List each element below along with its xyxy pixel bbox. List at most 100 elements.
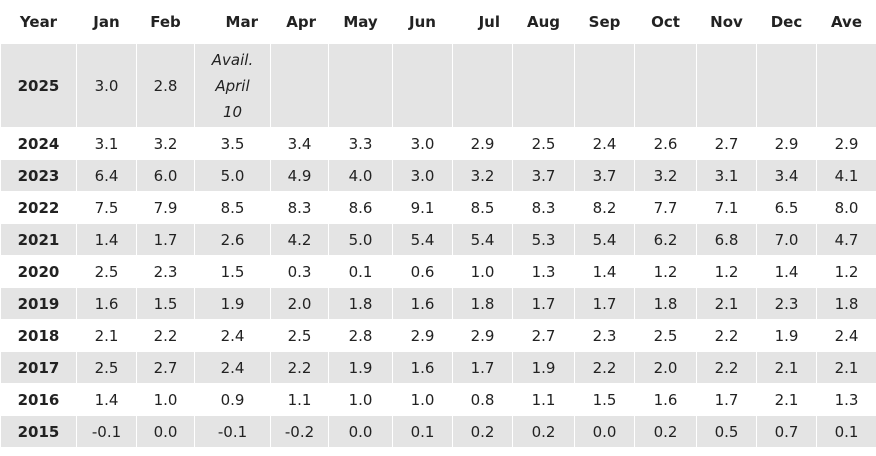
value-cell: 1.1 [512,383,575,416]
value-cell: 3.1 [696,159,757,192]
availability-note-line: 10 [222,102,243,121]
value-cell: 2.2 [270,351,329,384]
value-cell: 4.1 [816,159,876,192]
availability-note-line: April [215,76,250,95]
value-cell [452,43,513,128]
value-cell: 3.2 [634,159,697,192]
value-cell: 5.0 [328,223,393,256]
value-cell: 0.6 [392,255,453,288]
column-header-aug: Aug [512,0,575,44]
value-cell: 3.2 [452,159,513,192]
value-cell: 0.1 [328,255,393,288]
value-cell: 2.1 [696,287,757,320]
value-cell: 1.4 [76,383,137,416]
value-cell: 1.4 [76,223,137,256]
column-header-ave: Ave [816,0,876,44]
value-cell: 2.0 [634,351,697,384]
value-cell: 0.3 [270,255,329,288]
value-cell: 5.4 [574,223,635,256]
value-cell: 1.5 [194,255,271,288]
value-cell: 1.7 [512,287,575,320]
value-cell: 1.0 [136,383,195,416]
value-cell: 3.0 [392,159,453,192]
value-cell: 1.2 [816,255,876,288]
column-header-mar: Mar [194,0,271,44]
value-cell: 2.3 [756,287,817,320]
value-cell: 2.4 [574,127,635,160]
year-cell: 2023 [0,159,77,192]
year-cell: 2024 [0,127,77,160]
value-cell: 5.3 [512,223,575,256]
value-cell: 4.7 [816,223,876,256]
year-cell: 2020 [0,255,77,288]
value-cell: 7.7 [634,191,697,224]
column-header-may: May [328,0,393,44]
value-cell: 2.9 [452,127,513,160]
value-cell: 1.7 [696,383,757,416]
value-cell: 2.7 [136,351,195,384]
value-cell: 0.0 [574,415,635,448]
value-cell: 6.8 [696,223,757,256]
value-cell: 2.0 [270,287,329,320]
value-cell: 1.8 [634,287,697,320]
value-cell: 0.1 [816,415,876,448]
year-cell: 2025 [0,43,77,128]
value-cell: 2.6 [194,223,271,256]
value-cell: 4.2 [270,223,329,256]
value-cell: 0.2 [512,415,575,448]
value-cell: 3.5 [194,127,271,160]
value-cell [512,43,575,128]
value-cell: 3.2 [136,127,195,160]
value-cell: 2.8 [136,43,195,128]
value-cell: 1.7 [136,223,195,256]
value-cell [270,43,329,128]
value-cell [392,43,453,128]
value-cell: 6.4 [76,159,137,192]
value-cell: 3.3 [328,127,393,160]
value-cell: 0.2 [634,415,697,448]
value-cell: 9.1 [392,191,453,224]
value-cell: 2.6 [634,127,697,160]
value-cell: 8.0 [816,191,876,224]
value-cell: 7.9 [136,191,195,224]
value-cell: 2.4 [816,319,876,352]
value-cell: 2.1 [756,383,817,416]
table-row: 2023 6.4 6.0 5.0 4.9 4.0 3.0 3.2 3.7 3.7 3.2 3.1 3.4… [0,159,876,192]
value-cell: 2.9 [392,319,453,352]
value-cell [634,43,697,128]
value-cell: 2.9 [816,127,876,160]
value-cell: 2.7 [696,127,757,160]
value-cell: 1.9 [328,351,393,384]
value-cell: 5.4 [392,223,453,256]
table-row: 2022 7.5 7.9 8.5 8.3 8.6 9.1 8.5 8.3 8.2 7.7 7.1 6.5… [0,191,876,224]
value-cell: 3.4 [270,127,329,160]
value-cell: 1.9 [756,319,817,352]
value-cell: -0.1 [194,415,271,448]
value-cell: 2.1 [816,351,876,384]
value-cell: 2.1 [756,351,817,384]
value-cell [328,43,393,128]
value-cell: 2.8 [328,319,393,352]
value-cell: -0.2 [270,415,329,448]
value-cell: 2.4 [194,351,271,384]
column-header-jan: Jan [76,0,137,44]
value-cell: 1.0 [392,383,453,416]
value-cell: 6.5 [756,191,817,224]
value-cell: 3.1 [76,127,137,160]
table-body: 2025 3.0 2.8 Avail. April 10 2024 3.1 3.2 3.5 3.4 3… [0,43,876,448]
year-cell: 2018 [0,319,77,352]
value-cell: 1.1 [270,383,329,416]
value-cell: 5.4 [452,223,513,256]
value-cell: 0.8 [452,383,513,416]
year-cell: 2021 [0,223,77,256]
value-cell: 2.4 [194,319,271,352]
year-cell: 2015 [0,415,77,448]
value-cell: 1.5 [574,383,635,416]
value-cell: 1.8 [816,287,876,320]
value-cell: 1.7 [574,287,635,320]
column-header-jul: Jul [452,0,513,44]
table-row: 2015 -0.1 0.0 -0.1 -0.2 0.0 0.1 0.2 0.2 0.0 0.2 0.5… [0,415,876,448]
value-cell: 0.9 [194,383,271,416]
value-cell: 5.0 [194,159,271,192]
